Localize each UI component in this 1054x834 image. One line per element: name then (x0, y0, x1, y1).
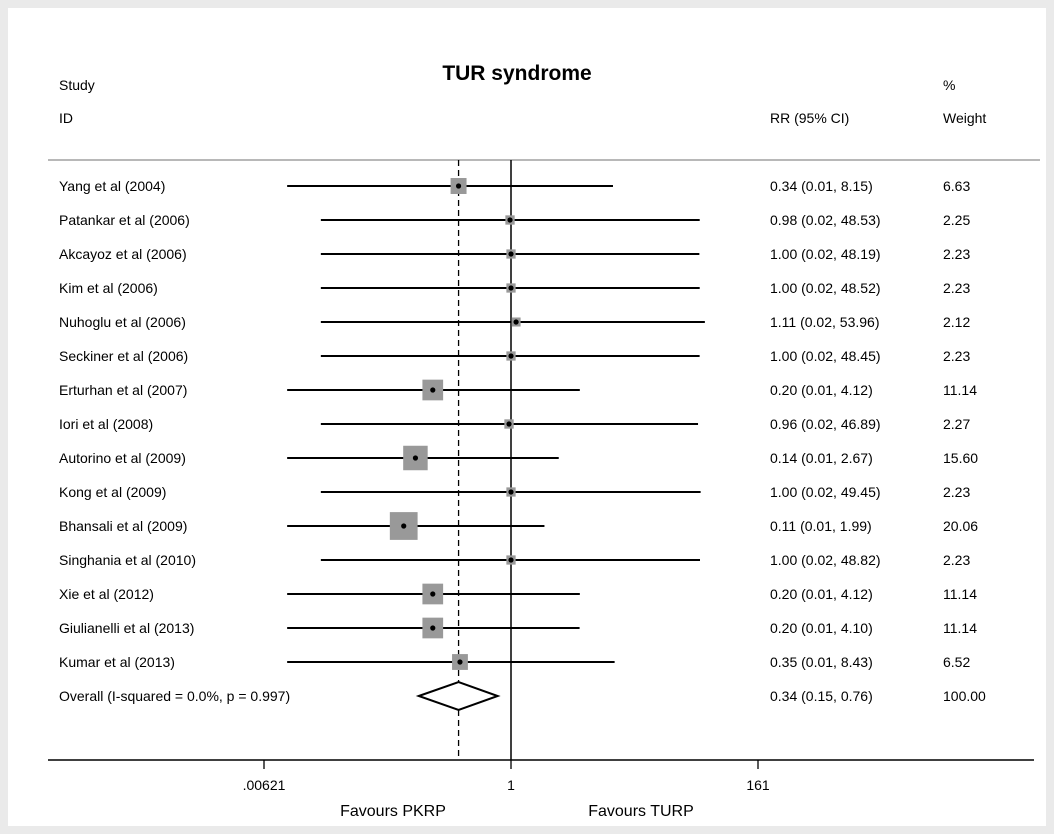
effect-ci-label: 0.20 (0.01, 4.10) (770, 620, 873, 636)
effect-ci-label: 1.00 (0.02, 48.52) (770, 280, 881, 296)
point-estimate (506, 421, 512, 427)
study-label: Xie et al (2012) (59, 586, 154, 602)
weight-label: 2.12 (943, 314, 970, 330)
study-label: Kong et al (2009) (59, 484, 166, 500)
point-estimate (508, 285, 514, 291)
effect-ci-label: 0.20 (0.01, 4.12) (770, 382, 873, 398)
overall-ci-label: 0.34 (0.15, 0.76) (770, 688, 873, 704)
study-label: Giulianelli et al (2013) (59, 620, 194, 636)
study-label: Kim et al (2006) (59, 280, 158, 296)
weight-label: 11.14 (943, 382, 977, 398)
weight-label: 2.23 (943, 348, 970, 364)
favours-left-label: Favours PKRP (340, 803, 446, 820)
point-estimate (513, 319, 519, 325)
effect-ci-label: 1.00 (0.02, 48.45) (770, 348, 881, 364)
study-label: Autorino et al (2009) (59, 450, 186, 466)
point-estimate (430, 591, 436, 597)
weight-label: 11.14 (943, 620, 977, 636)
weight-percent-header: % (943, 77, 955, 93)
effect-ci-label: 1.11 (0.02, 53.96) (770, 314, 879, 330)
weight-label: 2.23 (943, 246, 970, 262)
study-label: Seckiner et al (2006) (59, 348, 188, 364)
effect-ci-label: 0.20 (0.01, 4.12) (770, 586, 873, 602)
x-tick-label: 161 (746, 777, 770, 793)
effect-ci-label: 0.14 (0.01, 2.67) (770, 450, 873, 466)
point-estimate (412, 455, 419, 461)
weight-label: 2.27 (943, 416, 970, 432)
point-estimate (430, 625, 436, 631)
overall-diamond (415, 680, 501, 712)
chart-title: TUR syndrome (442, 62, 591, 85)
study-label: Bhansali et al (2009) (59, 518, 187, 534)
effect-ci-label: 0.98 (0.02, 48.53) (770, 212, 881, 228)
overall-label: Overall (I-squared = 0.0%, p = 0.997) (59, 688, 290, 704)
effect-header: RR (95% CI) (770, 110, 849, 126)
point-estimate (508, 557, 514, 563)
weight-label: 20.06 (943, 518, 978, 534)
effect-ci-label: 0.35 (0.01, 8.43) (770, 654, 873, 670)
weight-label: 2.23 (943, 484, 970, 500)
point-estimate (508, 251, 514, 257)
point-estimate (507, 217, 513, 223)
x-tick-label: 1 (507, 777, 515, 793)
point-estimate (401, 523, 407, 529)
point-estimate (430, 387, 436, 393)
weight-label: 6.63 (943, 178, 970, 194)
point-estimate (508, 489, 514, 495)
weight-label: 2.25 (943, 212, 970, 228)
x-axis: .00621 1 161 (48, 759, 1034, 793)
study-label: Iori et al (2008) (59, 416, 153, 432)
forest-plot: TUR syndrome Study ID RR (95% CI) % Weig… (8, 8, 1046, 826)
study-rows: Yang et al (2004) 0.34 (0.01, 8.15) 6.63 Pa… (59, 160, 986, 760)
effect-ci-label: 1.00 (0.02, 48.82) (770, 552, 881, 568)
study-header: Study (59, 77, 95, 93)
x-tick-label: .00621 (243, 777, 286, 793)
study-label: Akcayoz et al (2006) (59, 246, 187, 262)
study-label: Erturhan et al (2007) (59, 382, 187, 398)
effect-ci-label: 1.00 (0.02, 48.19) (770, 246, 881, 262)
study-label: Nuhoglu et al (2006) (59, 314, 186, 330)
id-header: ID (59, 110, 73, 126)
overall-weight-label: 100.00 (943, 688, 986, 704)
weight-header: Weight (943, 110, 986, 126)
point-estimate (455, 183, 462, 189)
study-label: Singhania et al (2010) (59, 552, 196, 568)
point-estimate (457, 659, 463, 665)
study-label: Yang et al (2004) (59, 178, 165, 194)
point-estimate (508, 353, 514, 359)
effect-ci-label: 1.00 (0.02, 49.45) (770, 484, 881, 500)
effect-ci-label: 0.34 (0.01, 8.15) (770, 178, 873, 194)
study-label: Patankar et al (2006) (59, 212, 190, 228)
weight-label: 2.23 (943, 280, 970, 296)
plot-background (8, 8, 1046, 826)
weight-label: 6.52 (943, 654, 970, 670)
weight-label: 15.60 (943, 450, 978, 466)
study-label: Kumar et al (2013) (59, 654, 175, 670)
weight-label: 11.14 (943, 586, 977, 602)
effect-ci-label: 0.11 (0.01, 1.99) (770, 518, 872, 534)
weight-label: 2.23 (943, 552, 970, 568)
favours-right-label: Favours TURP (588, 803, 694, 820)
effect-ci-label: 0.96 (0.02, 46.89) (770, 416, 881, 432)
